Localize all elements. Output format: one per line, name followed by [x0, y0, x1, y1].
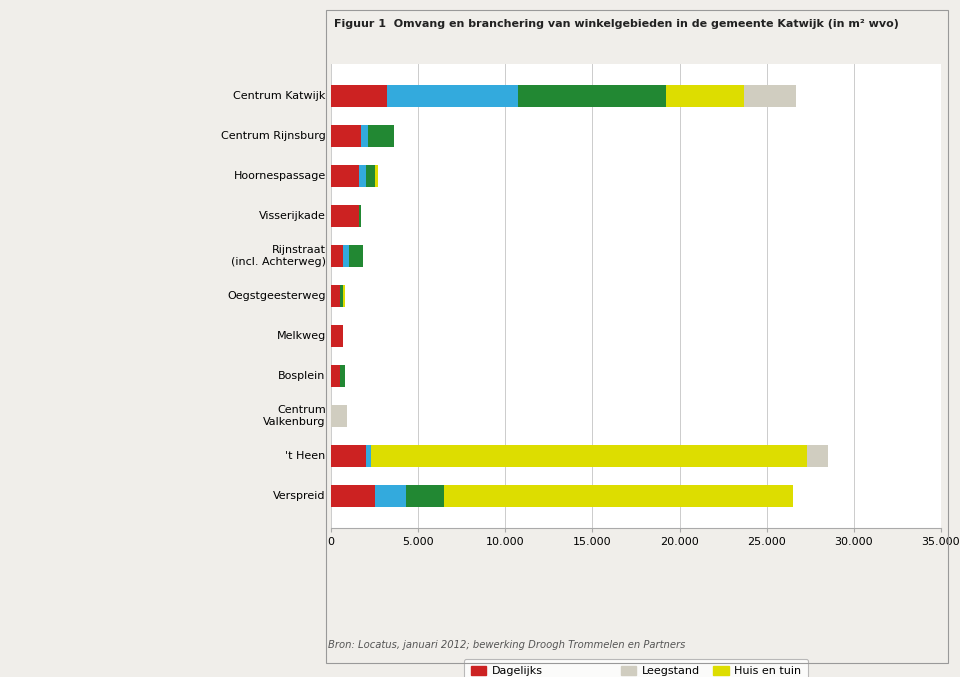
- Bar: [366, 445, 372, 467]
- Bar: [359, 165, 366, 188]
- Bar: [331, 165, 359, 188]
- Bar: [344, 285, 346, 307]
- Legend: Dagelijks, Overig niet-dagelijks, Leegstand, Mode, Huis en tuin: Dagelijks, Overig niet-dagelijks, Leegst…: [464, 659, 808, 677]
- Bar: [806, 445, 828, 467]
- Bar: [444, 485, 793, 507]
- Text: Bron: Locatus, januari 2012; bewerking Droogh Trommelen en Partners: Bron: Locatus, januari 2012; bewerking D…: [328, 640, 685, 650]
- Bar: [372, 445, 806, 467]
- Bar: [331, 285, 340, 307]
- Bar: [406, 485, 444, 507]
- Bar: [744, 85, 796, 108]
- Bar: [331, 365, 340, 387]
- Bar: [348, 245, 363, 267]
- Bar: [665, 85, 744, 108]
- Bar: [331, 245, 344, 267]
- Bar: [361, 125, 368, 148]
- Bar: [331, 485, 374, 507]
- Bar: [340, 365, 346, 387]
- Bar: [331, 85, 387, 108]
- Bar: [387, 85, 517, 108]
- Text: Figuur 1  Omvang en branchering van winkelgebieden in de gemeente Katwijk (in m²: Figuur 1 Omvang en branchering van winke…: [334, 19, 899, 29]
- Bar: [340, 285, 344, 307]
- Bar: [366, 165, 374, 188]
- Bar: [331, 125, 361, 148]
- Bar: [331, 325, 344, 347]
- Bar: [368, 125, 394, 148]
- Bar: [331, 205, 359, 227]
- Bar: [331, 405, 347, 427]
- Bar: [374, 165, 378, 188]
- Bar: [331, 445, 366, 467]
- Bar: [517, 85, 665, 108]
- Bar: [344, 245, 348, 267]
- Bar: [374, 485, 406, 507]
- Bar: [359, 205, 361, 227]
